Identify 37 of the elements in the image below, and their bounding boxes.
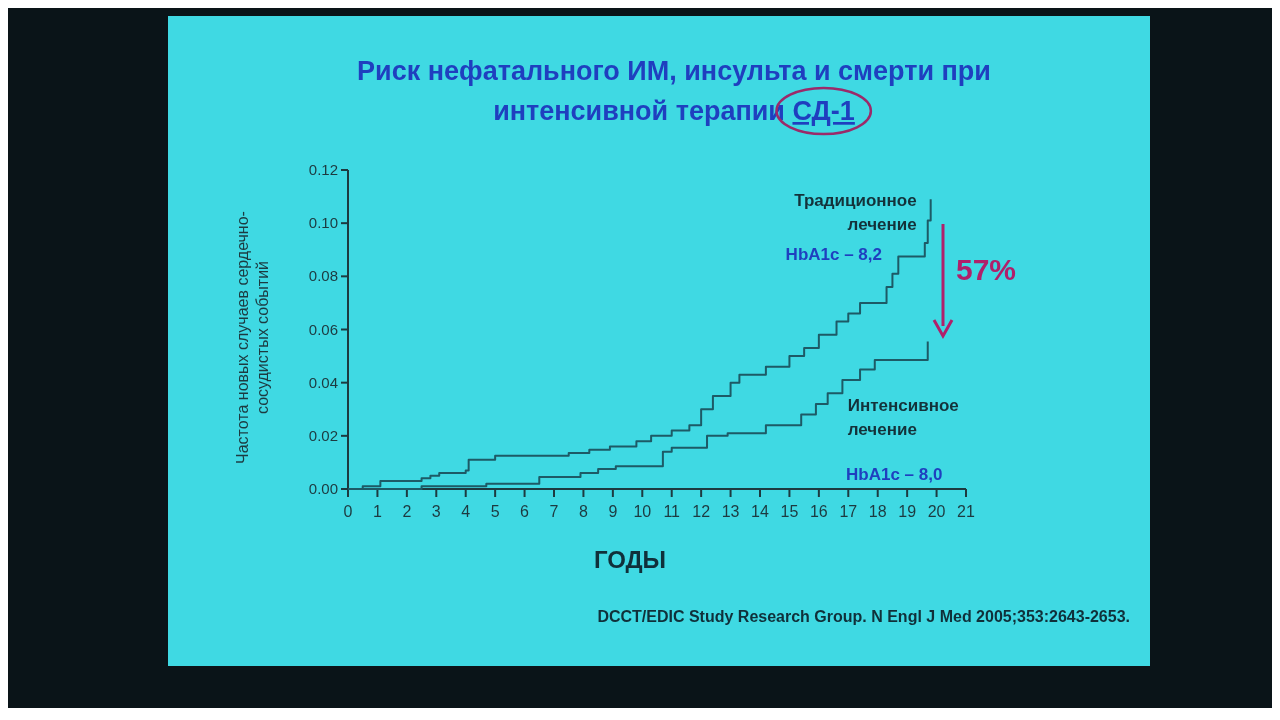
x-tick-label: 17 (839, 503, 858, 520)
series-label: Интенсивное лечение (847, 396, 959, 439)
y-tick-label: 0.06 (308, 320, 338, 338)
x-tick-label: 8 (578, 503, 588, 520)
x-tick-label: 19 (898, 503, 917, 520)
x-tick-label: 16 (809, 503, 828, 520)
annotation: HbA1c – 8,0 (846, 465, 943, 484)
x-tick-label: 7 (549, 503, 559, 520)
y-tick-label: 0.02 (308, 426, 338, 444)
x-tick-label: 12 (692, 503, 711, 520)
x-tick-label: 9 (608, 503, 618, 520)
x-tick-label: 4 (461, 503, 471, 520)
x-tick-label: 20 (927, 503, 946, 520)
y-tick-label: 0.04 (308, 373, 338, 391)
annotation: 57% (956, 253, 1017, 286)
x-tick-label: 13 (721, 503, 740, 520)
x-tick-label: 11 (663, 503, 681, 520)
x-tick-label: 15 (780, 503, 799, 520)
x-tick-label: 18 (868, 503, 887, 520)
x-tick-label: 2 (402, 503, 412, 520)
x-tick-label: 5 (490, 503, 500, 520)
x-tick-label: 6 (520, 503, 530, 520)
series-label: Традиционное лечение (794, 191, 917, 235)
text: DCCT/EDIC Study Research Group. N Engl J Med 2005;353:2643-2653. (597, 608, 1130, 625)
x-tick-label: 3 (431, 503, 441, 520)
y-tick-label: 0.00 (308, 480, 338, 497)
y-tick-label: 0.12 (308, 161, 338, 178)
x-tick-label: 10 (633, 503, 652, 520)
x-axis-title: ГОДЫ (593, 546, 667, 573)
y-axis-title: Частота новых случаев сердечно- сосудистых событий (234, 211, 271, 464)
x-tick-label: 21 (957, 503, 975, 520)
x-tick-label: 14 (751, 503, 769, 520)
annotation: HbA1c – 8,2 (785, 245, 882, 264)
x-tick-label: 0 (343, 503, 353, 520)
y-tick-label: 0.10 (308, 214, 338, 232)
x-tick-label: 1 (372, 503, 382, 520)
y-tick-label: 0.08 (308, 267, 338, 285)
